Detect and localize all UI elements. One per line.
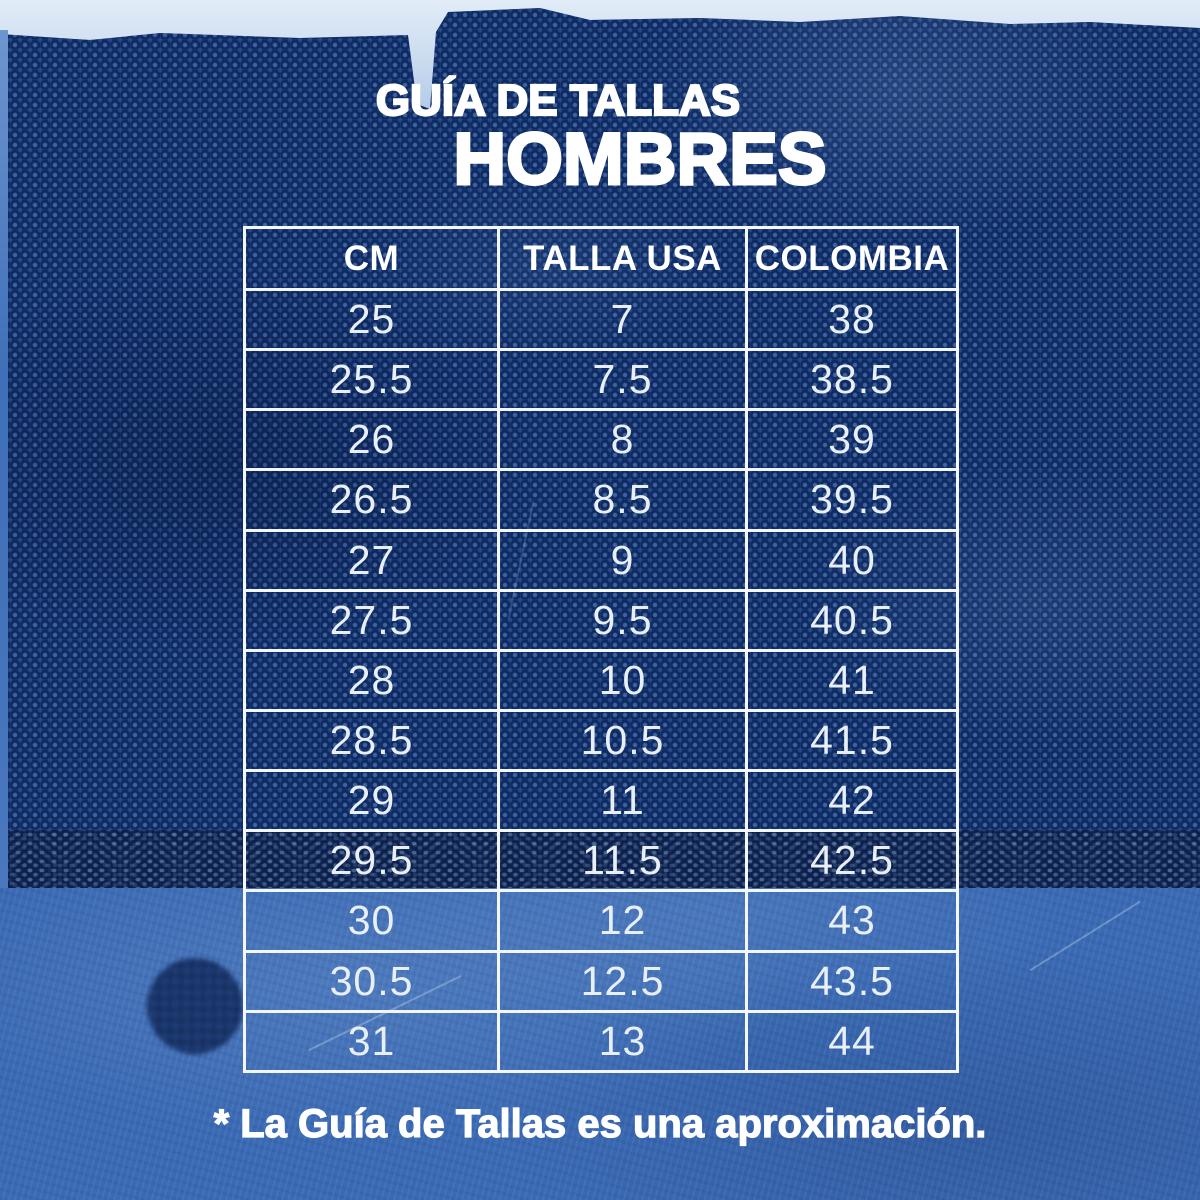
table-row: 28.5 10.5 41.5 bbox=[243, 708, 959, 773]
table-row: 26.5 8.5 39.5 bbox=[243, 468, 959, 532]
table-row: 29.5 11.5 42.5 bbox=[243, 829, 959, 893]
column-header-colombia: COLOMBIA bbox=[745, 226, 959, 291]
cell-cm: 29.5 bbox=[243, 829, 500, 893]
page-title-line1: GUÍA DE TALLAS bbox=[375, 75, 741, 126]
cell-colombia: 39.5 bbox=[745, 468, 959, 532]
table-row: 30 12 43 bbox=[243, 889, 959, 953]
cell-talla-usa: 13 bbox=[497, 1009, 748, 1074]
cell-colombia: 41.5 bbox=[745, 708, 959, 773]
column-header-talla-usa: TALLA USA bbox=[497, 226, 748, 291]
table-row: 28 10 41 bbox=[243, 648, 959, 712]
cell-colombia: 40.5 bbox=[745, 588, 959, 652]
column-header-cm: CM bbox=[243, 226, 500, 291]
page-title-line2: HOMBRES bbox=[452, 118, 828, 202]
cell-colombia: 38.5 bbox=[745, 348, 959, 412]
cell-cm: 25 bbox=[243, 287, 500, 352]
cell-talla-usa: 11.5 bbox=[497, 829, 748, 893]
cell-cm: 25.5 bbox=[243, 348, 500, 412]
cell-cm: 30.5 bbox=[243, 949, 500, 1013]
cell-colombia: 44 bbox=[745, 1009, 959, 1074]
cell-talla-usa: 8 bbox=[497, 408, 748, 472]
cell-talla-usa: 11 bbox=[497, 769, 748, 833]
cell-cm: 28.5 bbox=[243, 708, 500, 773]
table-row: 31 13 44 bbox=[243, 1009, 959, 1074]
cell-colombia: 38 bbox=[745, 287, 959, 352]
cell-cm: 31 bbox=[243, 1009, 500, 1074]
table-row: 27 9 40 bbox=[243, 528, 959, 592]
cell-talla-usa: 12.5 bbox=[497, 949, 748, 1013]
cell-talla-usa: 10 bbox=[497, 648, 748, 712]
table-row: 29 11 42 bbox=[243, 769, 959, 833]
table-row: 25.5 7.5 38.5 bbox=[243, 348, 959, 412]
cell-colombia: 42 bbox=[745, 769, 959, 833]
cell-cm: 28 bbox=[243, 648, 500, 712]
table-row: 30.5 12.5 43.5 bbox=[243, 949, 959, 1013]
cell-cm: 27.5 bbox=[243, 588, 500, 652]
cell-colombia: 43.5 bbox=[745, 949, 959, 1013]
cell-colombia: 40 bbox=[745, 528, 959, 592]
cell-talla-usa: 10.5 bbox=[497, 708, 748, 773]
fabric-left-edge bbox=[0, 30, 8, 888]
cell-colombia: 43 bbox=[745, 889, 959, 953]
cell-cm: 29 bbox=[243, 769, 500, 833]
footnote-text: * La Guía de Tallas es una aproximación. bbox=[213, 1101, 987, 1146]
table-header-row: CM TALLA USA COLOMBIA bbox=[243, 226, 959, 291]
cell-talla-usa: 9 bbox=[497, 528, 748, 592]
cell-cm: 30 bbox=[243, 889, 500, 953]
cell-cm: 26 bbox=[243, 408, 500, 472]
cell-talla-usa: 7 bbox=[497, 287, 748, 352]
cell-cm: 26.5 bbox=[243, 468, 500, 532]
table-body: 25 7 38 25.5 7.5 38.5 26 8 39 26.5 8.5 3… bbox=[243, 287, 959, 1074]
cell-talla-usa: 8.5 bbox=[497, 468, 748, 532]
cell-colombia: 42.5 bbox=[745, 829, 959, 893]
table-row: 26 8 39 bbox=[243, 408, 959, 472]
cell-talla-usa: 9.5 bbox=[497, 588, 748, 652]
fabric-stain-blob bbox=[147, 958, 243, 1054]
cell-colombia: 39 bbox=[745, 408, 959, 472]
cell-talla-usa: 12 bbox=[497, 889, 748, 953]
cell-colombia: 41 bbox=[745, 648, 959, 712]
size-table: CM TALLA USA COLOMBIA 25 7 38 25.5 7.5 3… bbox=[243, 226, 959, 1074]
table-row: 27.5 9.5 40.5 bbox=[243, 588, 959, 652]
cell-talla-usa: 7.5 bbox=[497, 348, 748, 412]
cell-cm: 27 bbox=[243, 528, 500, 592]
table-row: 25 7 38 bbox=[243, 287, 959, 352]
